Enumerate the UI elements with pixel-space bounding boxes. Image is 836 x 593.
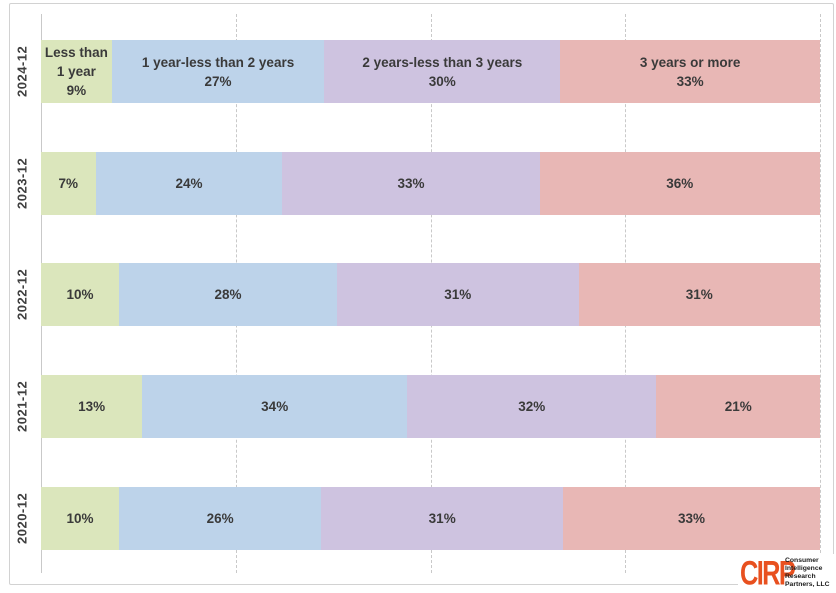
bar-segment: 7%	[41, 152, 96, 215]
bar-segment: 33%	[282, 152, 540, 215]
bar-row-2023-12: 7% 24% 33% 36%	[41, 152, 820, 215]
segment-value-label: 21%	[724, 399, 752, 414]
segment-value-label: 26%	[206, 511, 234, 526]
segment-value-label: 31%	[428, 511, 456, 526]
cirp-logo-wordmark: CIRP	[740, 553, 796, 593]
bar-segment: 32%	[407, 375, 657, 438]
bar-segment: 21%	[656, 375, 820, 438]
segment-value-label: 10%	[66, 287, 94, 302]
segment-value-label: 34%	[261, 399, 289, 414]
segment-value-label: 36%	[666, 176, 694, 191]
bar-segment: 33%	[562, 487, 820, 550]
bar-segment: 31%	[321, 487, 563, 550]
bar-row-2022-12: 10% 28% 31% 31%	[41, 263, 820, 326]
segment-value-label: 13%	[78, 399, 106, 414]
segment-value-label: 27%	[204, 73, 232, 89]
logo-line: Partners, LLC	[785, 581, 830, 588]
segment-value-label: 31%	[444, 287, 472, 302]
bar-segment: 10%	[41, 263, 119, 326]
segment-value-label: 31%	[685, 287, 713, 302]
bar-segment: 24%	[95, 152, 283, 215]
bar-segment: 31%	[578, 263, 820, 326]
segment-value-label: 7%	[58, 176, 79, 191]
y-axis-label: 2023-12	[14, 157, 30, 210]
bar-segment: 36%	[539, 152, 820, 215]
segment-series-label: 3 years or more	[639, 54, 741, 70]
gridline	[820, 14, 821, 573]
segment-value-label: 24%	[175, 176, 203, 191]
bar-row-2020-12: 10% 26% 31% 33%	[41, 487, 820, 550]
bar-row-2021-12: 13% 34% 32% 21%	[41, 375, 820, 438]
segment-series-label: 1 year-less than 2 years	[141, 54, 295, 70]
segment-value-label: 28%	[214, 287, 242, 302]
segment-series-label: 2 years-less than 3 years	[362, 54, 523, 70]
cirp-logo-company-name: Consumer Intelligence Research Partners,…	[785, 557, 830, 589]
logo-line: Consumer	[785, 557, 819, 564]
y-axis-label: 2020-12	[14, 492, 30, 545]
bar-segment: 1 year-less than 2 years 27%	[111, 40, 325, 103]
bar-segment: 34%	[142, 375, 408, 438]
bar-segment: 13%	[41, 375, 143, 438]
segment-value-label: 30%	[428, 73, 456, 89]
cirp-logo: CIRP Consumer Intelligence Research Part…	[738, 553, 836, 593]
logo-line: Research	[785, 573, 816, 580]
segment-value-label: 9%	[66, 83, 87, 98]
bar-row-2024-12: Less than 1 year 9% 1 year-less than 2 yea…	[41, 40, 820, 103]
bar-segment: 26%	[118, 487, 322, 550]
segment-value-label: 33%	[676, 73, 704, 89]
bar-segment: Less than 1 year 9%	[41, 40, 112, 103]
y-axis-label: 2024-12	[14, 45, 30, 98]
logo-line: Intelligence	[785, 565, 823, 572]
y-axis-label: 2022-12	[14, 268, 30, 321]
segment-value-label: 33%	[397, 176, 425, 191]
segment-value-label: 33%	[677, 511, 705, 526]
segment-value-label: 10%	[66, 511, 94, 526]
segment-series-label: Less than 1 year	[44, 45, 108, 79]
segment-value-label: 32%	[518, 399, 546, 414]
bar-segment: 28%	[118, 263, 338, 326]
bar-segment: 10%	[41, 487, 119, 550]
bar-segment: 2 years-less than 3 years 30%	[324, 40, 561, 103]
y-axis-label: 2021-12	[14, 380, 30, 433]
bar-segment: 3 years or more 33%	[560, 40, 820, 103]
bar-segment: 31%	[337, 263, 579, 326]
